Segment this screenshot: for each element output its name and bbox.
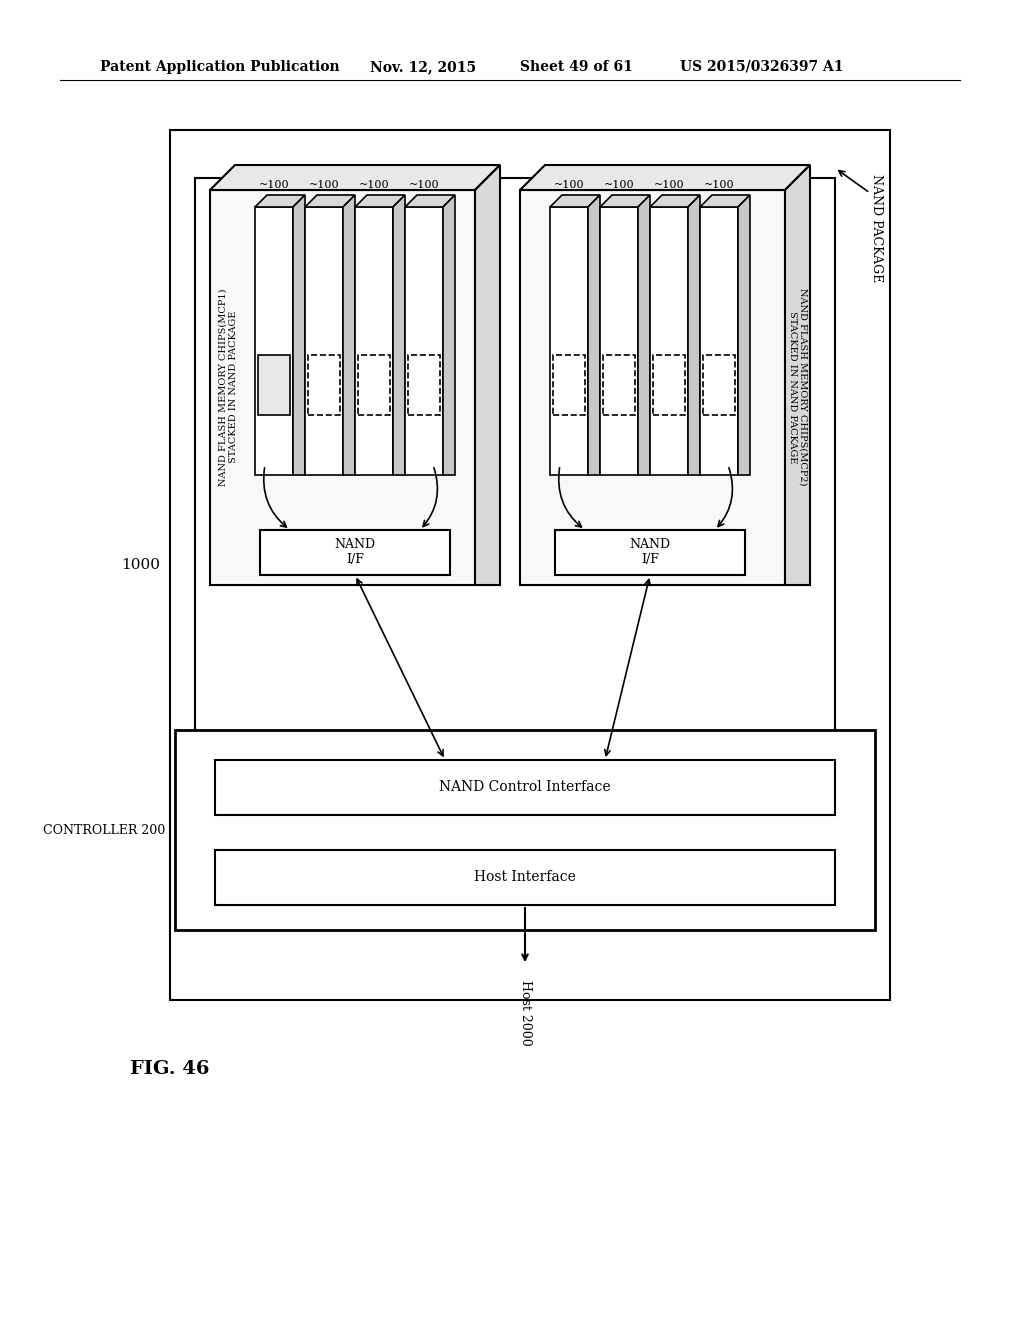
Polygon shape <box>443 195 455 475</box>
Polygon shape <box>355 195 406 207</box>
Polygon shape <box>785 165 810 585</box>
Text: ~100: ~100 <box>554 180 585 190</box>
Text: NAND FLASH MEMORY CHIPS(MCP1)
STACKED IN NAND PACKAGE: NAND FLASH MEMORY CHIPS(MCP1) STACKED IN… <box>218 288 238 486</box>
Text: CONTROLLER 200: CONTROLLER 200 <box>43 824 165 837</box>
Polygon shape <box>835 148 865 748</box>
Text: FIG. 46: FIG. 46 <box>130 1060 210 1078</box>
Bar <box>355 207 393 475</box>
Text: 1000: 1000 <box>121 558 160 572</box>
Text: Secret ID: Secret ID <box>420 363 428 407</box>
Bar <box>195 178 835 748</box>
Text: NAND
I/F: NAND I/F <box>630 539 671 566</box>
Text: Host 2000: Host 2000 <box>518 979 531 1045</box>
Text: Secret ID: Secret ID <box>665 363 674 407</box>
Bar <box>210 190 475 585</box>
Text: NAND Control Interface: NAND Control Interface <box>439 780 610 795</box>
Bar <box>358 355 390 414</box>
Bar <box>175 730 874 931</box>
Bar <box>215 850 835 906</box>
Polygon shape <box>520 165 810 190</box>
Polygon shape <box>688 195 700 475</box>
Text: ~100: ~100 <box>259 180 290 190</box>
Bar <box>603 355 635 414</box>
Bar <box>653 355 685 414</box>
Text: Secret ID: Secret ID <box>564 363 573 407</box>
Polygon shape <box>650 195 700 207</box>
Polygon shape <box>600 195 650 207</box>
Polygon shape <box>700 195 750 207</box>
Text: ~100: ~100 <box>409 180 439 190</box>
Polygon shape <box>210 165 500 190</box>
Bar <box>260 531 450 576</box>
Bar <box>700 207 738 475</box>
Text: ~100: ~100 <box>604 180 634 190</box>
Bar <box>550 207 588 475</box>
Text: US 2015/0326397 A1: US 2015/0326397 A1 <box>680 59 844 74</box>
Text: ~100: ~100 <box>308 180 339 190</box>
Text: Secret ID: Secret ID <box>715 363 724 407</box>
Bar <box>408 355 440 414</box>
Bar <box>703 355 735 414</box>
Polygon shape <box>343 195 355 475</box>
Text: NAND PACKAGE: NAND PACKAGE <box>870 174 883 282</box>
Text: NAND
I/F: NAND I/F <box>335 539 376 566</box>
Polygon shape <box>738 195 750 475</box>
Bar <box>600 207 638 475</box>
Bar <box>308 355 340 414</box>
Bar <box>255 207 293 475</box>
Bar <box>215 760 835 814</box>
Polygon shape <box>195 148 865 178</box>
Text: ~100: ~100 <box>653 180 684 190</box>
Bar <box>520 190 785 585</box>
Polygon shape <box>293 195 305 475</box>
Bar <box>258 355 290 414</box>
Bar <box>305 207 343 475</box>
Text: Sheet 49 of 61: Sheet 49 of 61 <box>520 59 633 74</box>
Polygon shape <box>475 165 500 585</box>
Text: Secret ID: Secret ID <box>269 363 279 407</box>
Bar <box>406 207 443 475</box>
Polygon shape <box>305 195 355 207</box>
Text: Host Interface: Host Interface <box>474 870 575 884</box>
Bar <box>553 355 585 414</box>
Polygon shape <box>588 195 600 475</box>
Text: Secret ID: Secret ID <box>370 363 379 407</box>
Polygon shape <box>406 195 455 207</box>
Text: Secret ID: Secret ID <box>319 363 329 407</box>
Text: ~100: ~100 <box>358 180 389 190</box>
Polygon shape <box>550 195 600 207</box>
Bar <box>170 129 890 1001</box>
Text: NAND FLASH MEMORY CHIPS(MCP2)
STACKED IN NAND PACKAGE: NAND FLASH MEMORY CHIPS(MCP2) STACKED IN… <box>788 288 808 486</box>
Polygon shape <box>638 195 650 475</box>
Text: Secret ID: Secret ID <box>614 363 624 407</box>
Text: Patent Application Publication: Patent Application Publication <box>100 59 340 74</box>
Text: Nov. 12, 2015: Nov. 12, 2015 <box>370 59 476 74</box>
Polygon shape <box>255 195 305 207</box>
Text: ~100: ~100 <box>703 180 734 190</box>
Bar <box>650 207 688 475</box>
Bar <box>555 531 745 576</box>
Polygon shape <box>393 195 406 475</box>
